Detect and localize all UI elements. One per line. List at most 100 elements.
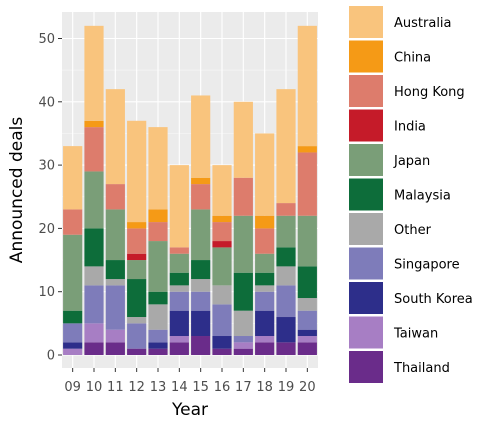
bar-segment: [255, 310, 275, 337]
legend-label: Hong Kong: [394, 85, 465, 100]
bar-segment: [63, 209, 83, 235]
bar-segment: [105, 260, 125, 280]
bar-segment: [105, 342, 125, 355]
bar-segment: [63, 234, 83, 311]
legend-label: Singapore: [394, 258, 460, 273]
x-tick-label: 15: [192, 380, 209, 395]
legend-label: Australia: [394, 16, 452, 31]
bar-segment: [169, 310, 189, 337]
bar-segment: [84, 171, 104, 229]
bar-segment: [127, 260, 147, 280]
x-tick-label: 09: [64, 380, 81, 395]
bar-segment: [84, 342, 104, 355]
bar-segment: [212, 215, 232, 223]
x-axis-title: Year: [171, 400, 208, 420]
bar-segment: [84, 127, 104, 172]
bar-segment: [148, 291, 168, 305]
bar-segment: [84, 120, 104, 128]
bar-segment: [191, 279, 211, 292]
legend-label: Taiwan: [393, 327, 438, 342]
bar-segment: [169, 253, 189, 273]
legend-key: [349, 316, 383, 349]
bar-segment: [127, 348, 147, 355]
bar-segment: [63, 348, 83, 355]
bar-segment: [212, 241, 232, 248]
bar-segment: [255, 228, 275, 254]
bar-segment: [191, 291, 211, 311]
bar-segment: [276, 89, 296, 204]
legend-label: South Korea: [394, 292, 473, 307]
legend-label: Thailand: [393, 361, 450, 376]
legend-key: [349, 247, 383, 280]
bar-segment: [191, 177, 211, 185]
bar-segment: [191, 310, 211, 337]
bar-segment: [297, 266, 317, 299]
bar-segment: [191, 336, 211, 355]
bar-segment: [233, 342, 253, 349]
bar-segment: [233, 348, 253, 355]
bar-segment: [255, 253, 275, 273]
y-tick-label: 50: [38, 32, 55, 47]
legend-label: India: [394, 120, 426, 135]
bar-segment: [255, 336, 275, 343]
legend-key: [349, 109, 383, 142]
bar-segment: [84, 323, 104, 343]
bar-segment: [105, 285, 125, 330]
bar-segment: [212, 336, 232, 349]
x-tick-label: 11: [107, 380, 124, 395]
x-tick-label: 18: [256, 380, 273, 395]
x-tick-label: 19: [278, 380, 295, 395]
legend-label: Malaysia: [394, 189, 451, 204]
legend-key: [349, 6, 383, 38]
bar-segment: [105, 209, 125, 261]
bar-segment: [127, 323, 147, 349]
bar-segment: [169, 291, 189, 311]
bar-segment: [255, 285, 275, 292]
legend-label: China: [394, 51, 431, 66]
bar-segment: [233, 272, 253, 311]
bar-segment: [127, 317, 147, 324]
bar-segment: [276, 342, 296, 355]
bar-segment: [105, 89, 125, 185]
y-tick-label: 10: [38, 285, 55, 300]
legend: Australia China Hong Kong India Japan Malaysi…: [349, 6, 473, 383]
bar-segment: [169, 342, 189, 355]
bar-segment: [148, 342, 168, 349]
bar-segment: [212, 348, 232, 355]
bar-segment: [276, 285, 296, 318]
bar-segment: [84, 285, 104, 324]
bar-segment: [276, 317, 296, 343]
bar-segment: [127, 222, 147, 229]
bar-segment: [255, 133, 275, 216]
legend-key: [349, 40, 383, 73]
y-tick-label: 0: [47, 349, 55, 364]
x-axis: 09 10 11 12 13 14 15 16 17 18 19 20: [64, 368, 316, 395]
bar-segment: [169, 165, 189, 248]
legend-key: [349, 178, 383, 211]
bar-segment: [233, 336, 253, 343]
bar-segment: [255, 342, 275, 355]
bar-segment: [105, 279, 125, 286]
legend-key: [349, 75, 383, 107]
bar-segment: [169, 336, 189, 343]
bar-segment: [127, 228, 147, 254]
legend-key: [349, 282, 383, 314]
bar-segment: [169, 247, 189, 254]
y-axis: 0 10 20 30 40 50: [38, 32, 62, 364]
x-tick-label: 14: [171, 380, 188, 395]
bar-segment: [233, 310, 253, 337]
bar-segment: [63, 146, 83, 210]
x-tick-label: 10: [86, 380, 103, 395]
bar-segment: [191, 260, 211, 280]
bar-segment: [233, 177, 253, 216]
bar-segment: [148, 222, 168, 242]
legend-key: [349, 213, 383, 245]
bar-segment: [297, 342, 317, 355]
bar-segment: [127, 279, 147, 318]
y-tick-label: 30: [38, 159, 55, 174]
bar-segment: [297, 310, 317, 330]
bar-segment: [297, 298, 317, 311]
bar-segment: [84, 266, 104, 286]
bar-segment: [191, 209, 211, 261]
